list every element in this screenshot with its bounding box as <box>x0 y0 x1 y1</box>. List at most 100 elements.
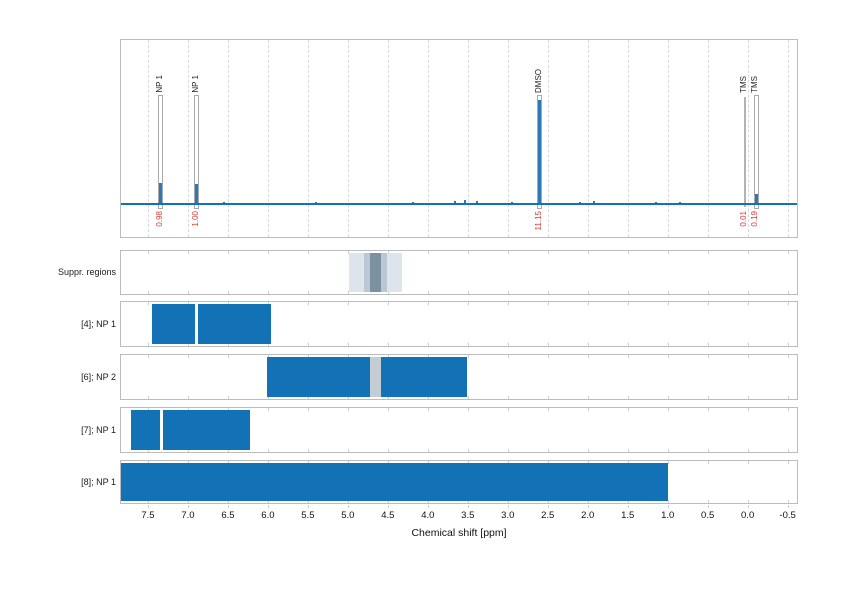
muted-region-bar[interactable] <box>370 357 382 397</box>
track-edge-tick <box>467 449 469 452</box>
track-edge-tick <box>387 396 389 399</box>
noise-blip <box>593 201 596 203</box>
axis-tick-label: 4.0 <box>421 510 435 521</box>
track-edge-tick <box>667 355 669 358</box>
track-edge-tick <box>227 251 229 254</box>
track-edge-tick <box>747 461 749 464</box>
track-edge-tick <box>307 291 309 294</box>
axis-tick-mark <box>187 505 189 508</box>
peak-marker[interactable] <box>753 95 759 209</box>
track-edge-tick <box>787 500 789 503</box>
peak-signal <box>159 183 163 203</box>
track-edge-tick <box>267 343 269 346</box>
track-edge-tick <box>787 343 789 346</box>
track-edge-tick <box>347 449 349 452</box>
track-edge-tick <box>187 251 189 254</box>
match-region-bar[interactable] <box>381 357 467 397</box>
track-edge-tick <box>187 291 189 294</box>
axis-tick-mark <box>347 505 349 508</box>
track-edge-tick <box>347 251 349 254</box>
track-edge-tick <box>347 302 349 305</box>
track-edge-tick <box>707 461 709 464</box>
peak-marker[interactable] <box>158 95 164 209</box>
match-region-bar[interactable] <box>267 357 371 397</box>
track-edge-tick <box>707 396 709 399</box>
integral-label: 0.19 <box>750 211 760 227</box>
noise-blip <box>314 202 317 203</box>
track-edge-tick <box>747 408 749 411</box>
axis-tick-label: 0.5 <box>701 510 715 521</box>
match-region-bar[interactable] <box>163 410 251 450</box>
gridline <box>707 40 709 237</box>
track-edge-tick <box>387 449 389 452</box>
track-edge-tick <box>387 343 389 346</box>
axis-tick-mark <box>747 505 749 508</box>
track-edge-tick <box>667 251 669 254</box>
match-region-bar[interactable] <box>131 410 160 450</box>
match-region-bar[interactable] <box>198 304 272 344</box>
gridline <box>587 40 589 237</box>
track-edge-tick <box>227 396 229 399</box>
track-edge-tick <box>387 251 389 254</box>
peak-marker-thin[interactable] <box>744 97 747 207</box>
track-edge-tick <box>627 408 629 411</box>
track-edge-tick <box>667 449 669 452</box>
track-edge-tick <box>587 291 589 294</box>
track-edge-tick <box>467 500 469 503</box>
suppression-band[interactable] <box>370 253 382 292</box>
gridline <box>667 40 669 237</box>
track-edge-tick <box>587 355 589 358</box>
track-edge-tick <box>627 343 629 346</box>
noise-blip <box>510 202 513 203</box>
track-label: [6]; NP 2 <box>81 372 116 382</box>
axis-tick-mark <box>787 505 789 508</box>
track-label: [4]; NP 1 <box>81 319 116 329</box>
track-edge-tick <box>187 461 189 464</box>
track-edge-tick <box>627 251 629 254</box>
track-edge-tick <box>547 449 549 452</box>
integral-label: 0.01 <box>739 211 749 227</box>
track-edge-tick <box>587 449 589 452</box>
axis-tick-mark <box>707 505 709 508</box>
noise-blip <box>476 201 479 203</box>
noise-blip <box>578 202 581 203</box>
peak-label: NP 1 <box>154 75 164 93</box>
match-region-bar[interactable] <box>121 463 668 501</box>
track-edge-tick <box>667 408 669 411</box>
axis-tick-label: 0.0 <box>741 510 755 521</box>
axis-tick-label: 1.0 <box>661 510 675 521</box>
track-edge-tick <box>507 461 509 464</box>
match-region-bar[interactable] <box>151 304 196 344</box>
track-label: [8]; NP 1 <box>81 477 116 487</box>
track-edge-tick <box>627 355 629 358</box>
track-box <box>120 250 798 295</box>
track-edge-tick <box>347 343 349 346</box>
track-edge-tick <box>347 396 349 399</box>
track-edge-tick <box>227 291 229 294</box>
track-edge-tick <box>627 302 629 305</box>
track-edge-tick <box>387 302 389 305</box>
gridline <box>747 40 749 237</box>
track-edge-tick <box>307 461 309 464</box>
gridline <box>307 40 309 237</box>
track-edge-tick <box>267 291 269 294</box>
track-edge-tick <box>667 500 669 503</box>
track-edge-tick <box>747 396 749 399</box>
track-edge-tick <box>307 500 309 503</box>
track-edge-tick <box>467 396 469 399</box>
track-edge-tick <box>467 408 469 411</box>
noise-blip <box>464 200 467 203</box>
track-edge-tick <box>427 461 429 464</box>
gridline <box>507 40 509 237</box>
gridline <box>427 40 429 237</box>
track-edge-tick <box>347 408 349 411</box>
track-edge-tick <box>627 291 629 294</box>
track-edge-tick <box>627 449 629 452</box>
peak-marker[interactable] <box>194 95 200 209</box>
track-edge-tick <box>227 449 229 452</box>
track-edge-tick <box>707 449 709 452</box>
track-edge-tick <box>507 302 509 305</box>
track-edge-tick <box>787 396 789 399</box>
track-edge-tick <box>427 449 429 452</box>
